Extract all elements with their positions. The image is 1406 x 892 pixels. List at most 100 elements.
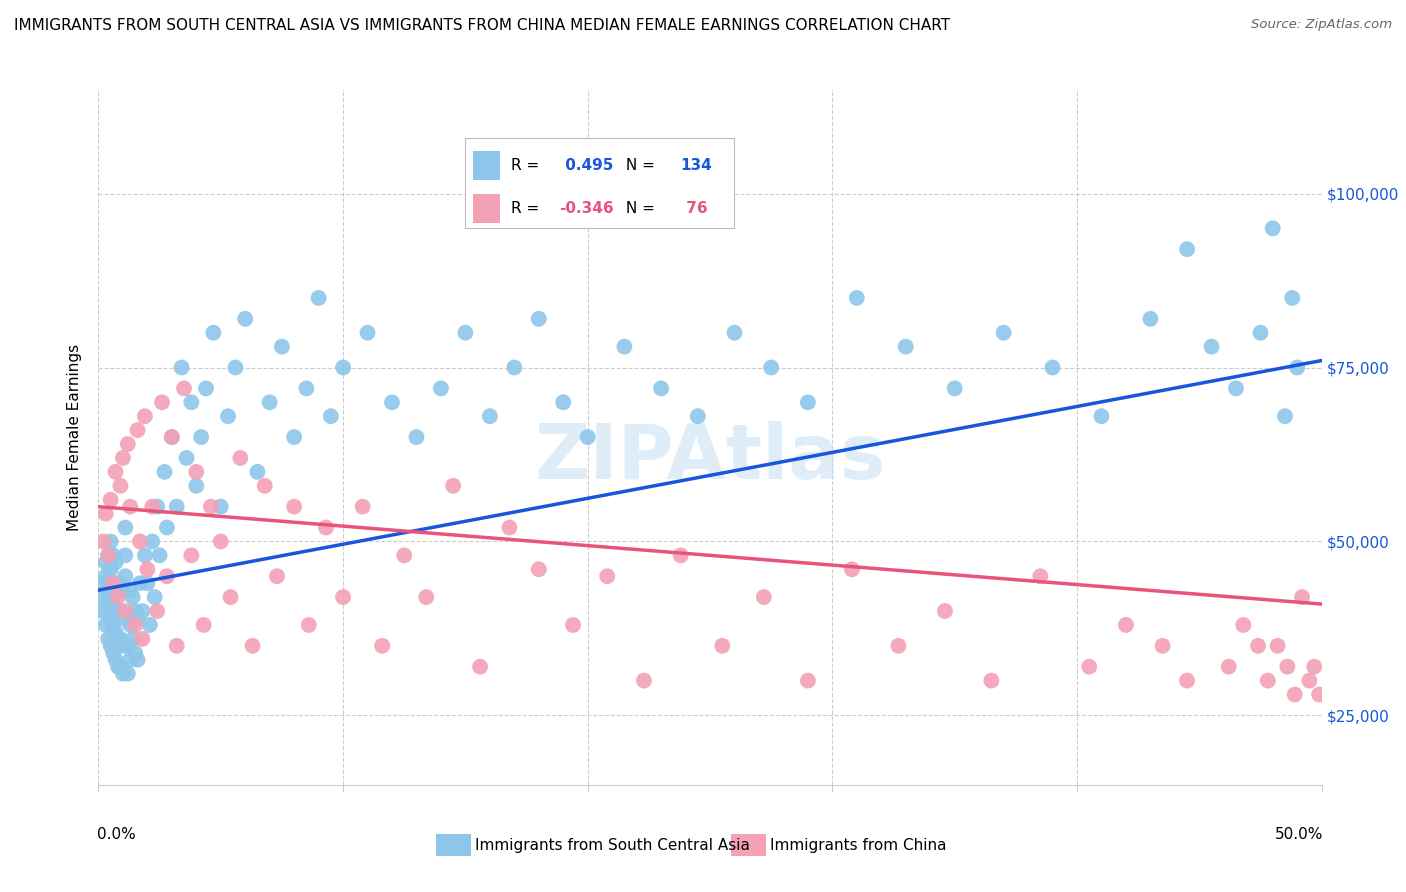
Point — [110, 576, 132, 591]
Point — [100, 534, 122, 549]
Point — [332, 360, 354, 375]
Point — [242, 639, 264, 653]
Point — [104, 576, 127, 591]
Point — [283, 430, 305, 444]
Point — [993, 326, 1015, 340]
Point — [97, 549, 120, 563]
Point — [127, 423, 149, 437]
Point — [97, 549, 120, 563]
Point — [107, 659, 129, 673]
Point — [669, 549, 692, 563]
Point — [114, 520, 136, 534]
Point — [166, 500, 188, 514]
Point — [1298, 673, 1320, 688]
Point — [415, 590, 437, 604]
Point — [298, 618, 321, 632]
Point — [219, 590, 242, 604]
Point — [97, 632, 120, 646]
Point — [120, 618, 142, 632]
Point — [841, 562, 863, 576]
Point — [111, 450, 134, 465]
Point — [124, 618, 146, 632]
Point — [120, 500, 142, 514]
Point — [650, 381, 672, 395]
Point — [797, 395, 820, 409]
Point — [454, 326, 477, 340]
Point — [332, 590, 354, 604]
Point — [1247, 639, 1270, 653]
Point — [1225, 381, 1247, 395]
Point — [120, 583, 142, 598]
Point — [1261, 221, 1284, 235]
Point — [195, 381, 218, 395]
Point — [146, 604, 169, 618]
Point — [352, 500, 374, 514]
Point — [283, 500, 305, 514]
Point — [186, 479, 208, 493]
Point — [100, 611, 122, 625]
Point — [129, 576, 152, 591]
Point — [127, 653, 149, 667]
Point — [266, 569, 288, 583]
Point — [101, 618, 124, 632]
Point — [111, 583, 134, 598]
Point — [217, 409, 239, 424]
Point — [97, 597, 120, 611]
Point — [156, 569, 179, 583]
Point — [114, 569, 136, 583]
Point — [139, 618, 162, 632]
Point — [405, 430, 427, 444]
Point — [1042, 360, 1064, 375]
Point — [129, 534, 152, 549]
Text: N =: N = — [621, 201, 661, 216]
Point — [101, 576, 124, 591]
Text: IMMIGRANTS FROM SOUTH CENTRAL ASIA VS IMMIGRANTS FROM CHINA MEDIAN FEMALE EARNIN: IMMIGRANTS FROM SOUTH CENTRAL ASIA VS IM… — [14, 18, 950, 33]
Point — [134, 549, 156, 563]
Point — [1232, 618, 1254, 632]
Point — [1152, 639, 1174, 653]
Point — [100, 590, 122, 604]
Text: Source: ZipAtlas.com: Source: ZipAtlas.com — [1251, 18, 1392, 31]
Point — [166, 639, 188, 653]
Point — [91, 604, 114, 618]
Point — [1291, 590, 1313, 604]
Point — [101, 646, 124, 660]
Point — [943, 381, 966, 395]
Y-axis label: Median Female Earnings: Median Female Earnings — [67, 343, 83, 531]
Point — [633, 673, 655, 688]
Point — [1284, 688, 1306, 702]
Point — [246, 465, 269, 479]
Point — [1201, 340, 1223, 354]
Point — [711, 639, 734, 653]
Point — [527, 562, 550, 576]
Point — [127, 611, 149, 625]
Point — [180, 395, 202, 409]
Point — [229, 450, 252, 465]
Point — [1029, 569, 1052, 583]
Point — [430, 381, 453, 395]
Point — [1175, 242, 1198, 256]
Point — [308, 291, 330, 305]
Bar — [474, 194, 501, 223]
Point — [1267, 639, 1289, 653]
Point — [845, 291, 868, 305]
Point — [894, 340, 917, 354]
Point — [97, 583, 120, 598]
Point — [498, 520, 520, 534]
Point — [136, 562, 159, 576]
Point — [209, 500, 232, 514]
Point — [315, 520, 337, 534]
Point — [381, 395, 404, 409]
Point — [94, 507, 117, 521]
Point — [723, 326, 745, 340]
Point — [613, 340, 636, 354]
Point — [91, 534, 114, 549]
Point — [527, 311, 550, 326]
Point — [107, 632, 129, 646]
Point — [980, 673, 1002, 688]
Point — [1257, 673, 1279, 688]
Point — [233, 311, 256, 326]
Point — [186, 465, 208, 479]
Point — [114, 604, 136, 618]
Text: 76: 76 — [681, 201, 707, 216]
